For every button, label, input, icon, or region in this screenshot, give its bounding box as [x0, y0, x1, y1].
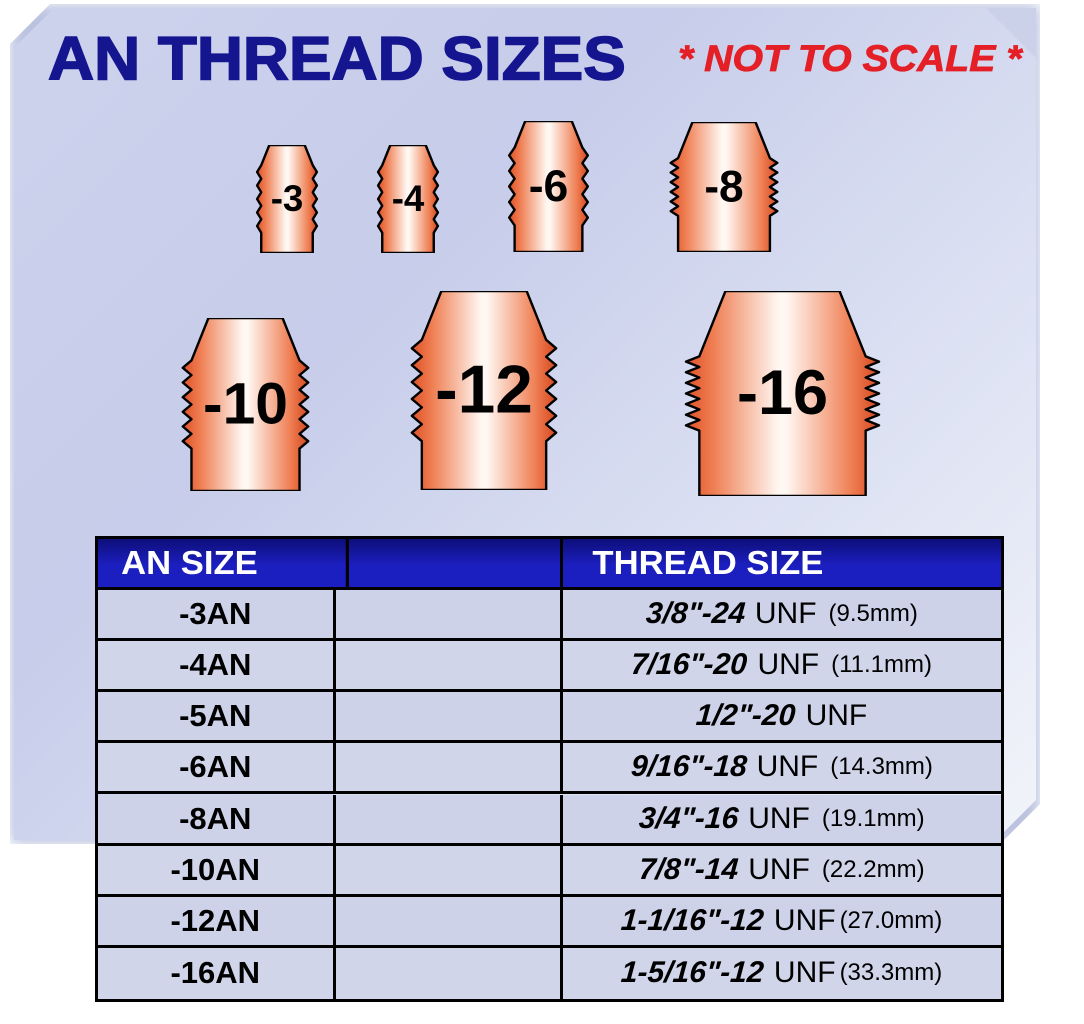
- svg-text:-4: -4: [392, 178, 425, 219]
- svg-text:-16: -16: [737, 358, 828, 428]
- svg-text:-12: -12: [435, 352, 533, 427]
- svg-text:-10: -10: [203, 372, 288, 437]
- svg-text:-6: -6: [529, 162, 569, 211]
- svg-text:-8: -8: [704, 162, 743, 211]
- svg-text:-3: -3: [271, 178, 304, 219]
